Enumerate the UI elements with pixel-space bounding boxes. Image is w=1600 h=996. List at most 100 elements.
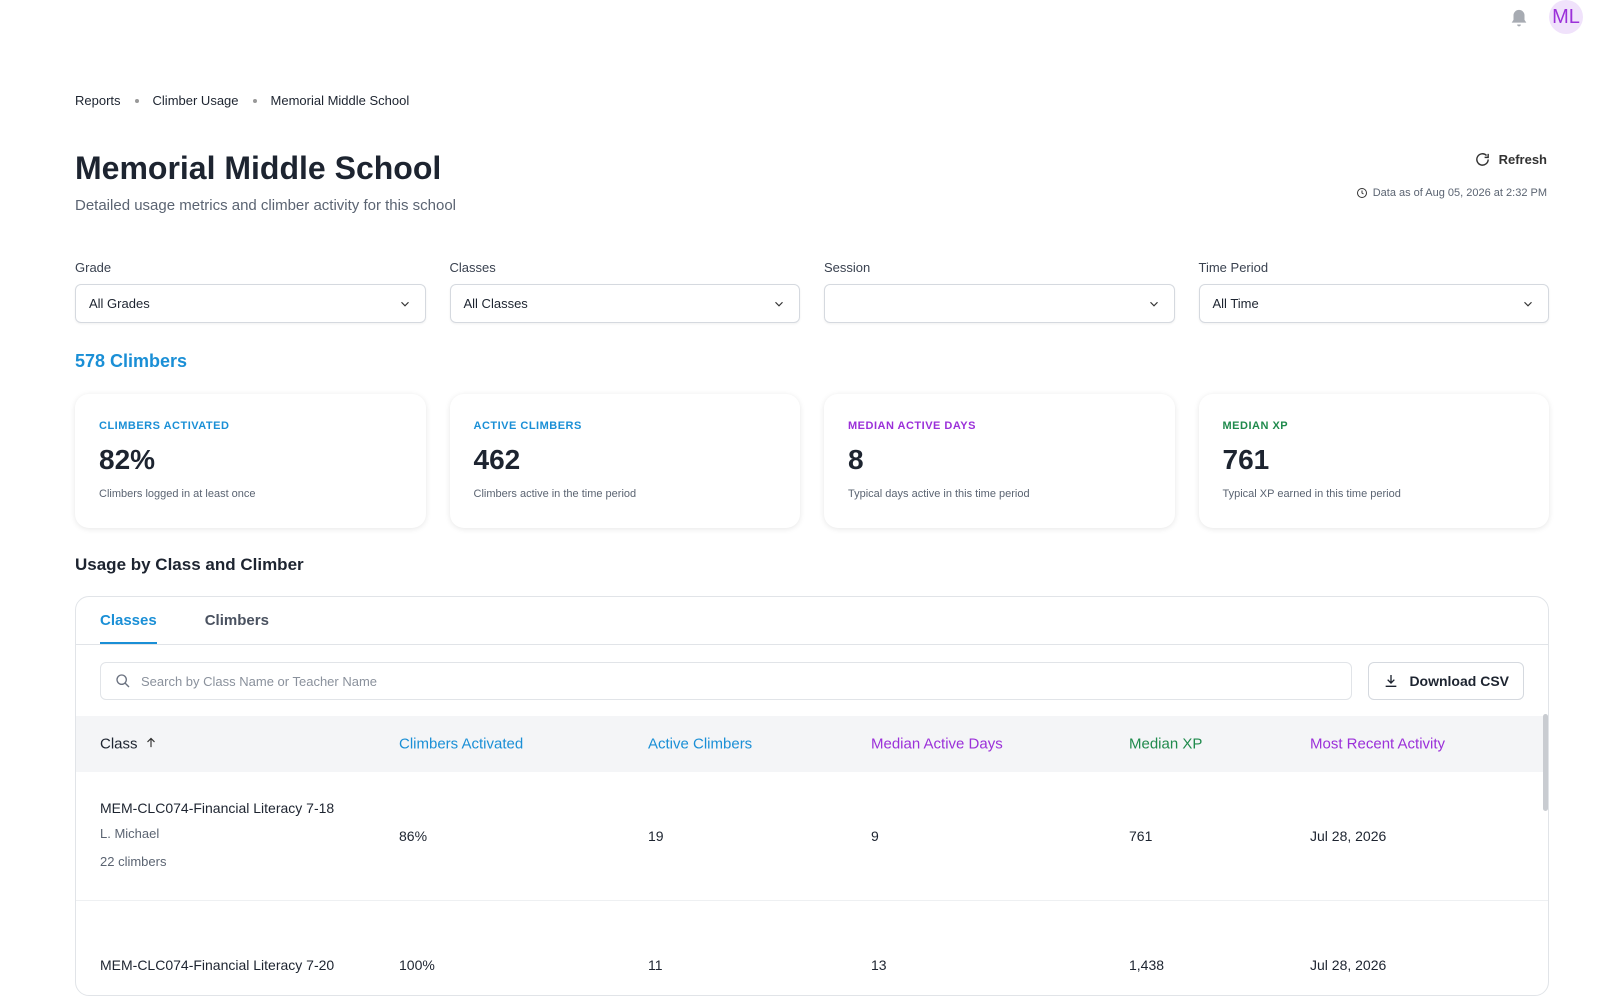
column-title: Most Recent Activity [1310,735,1446,753]
table-cell: 9 [871,828,879,844]
dropdown-value: All Time [1212,296,1259,311]
column-title: Median XP [1129,735,1203,753]
column-header: Active Climbers [648,736,752,753]
download-icon [1386,675,1397,687]
refresh-icon [1475,153,1489,166]
section-title: Usage by Class and Climber [75,555,304,574]
table-row: MEM-CLC074-Financial Literacy 7-18 L. Mic… [76,772,1548,901]
breadcrumb: Reports Climber Usage Memorial Middle Sc… [75,93,409,108]
sort-icon [146,737,155,748]
filters: Grade All Grades Classes All Classes Session… [75,260,1549,323]
filter: Grade All Grades [75,260,426,323]
table: Class Climbers Activated Active Climbers Me… [76,716,1548,995]
column-header: Median XP [1129,736,1202,753]
clock-icon [1356,188,1367,198]
page-subtitle: Detailed usage metrics and climber activ… [75,197,456,214]
stat-value: 8 [848,444,864,475]
refresh-button[interactable]: Refresh [1474,151,1547,168]
download-button[interactable]: Download CSV [1368,662,1524,700]
tab[interactable]: Classes [100,597,157,644]
table-cell: 761 [1129,828,1153,844]
column-header: Most Recent Activity [1310,736,1445,753]
search-input[interactable]: Search by Class Name or Teacher Name [100,662,1353,700]
chevron [1149,301,1158,307]
chevron [400,301,409,307]
stat-card: MEDIAN ACTIVE DAYS 8 Typical days active i… [824,394,1175,528]
stat-label: ACTIVE CLIMBERS [473,420,582,432]
stat-caption: Climbers active in the time period [473,488,637,500]
stat-card: CLIMBERS ACTIVATED 82% Climbers logged in … [75,394,426,528]
table-cell: Jul 28, 2026 [1310,828,1387,844]
stat-label: MEDIAN ACTIVE DAYS [848,420,976,432]
crumb: Memorial Middle School [270,93,410,108]
avatar[interactable]: ML [1549,0,1583,34]
table-row: MEM-CLC074-Financial Literacy 7-20 100% 11… [76,901,1548,995]
dropdown-value: All Grades [89,296,150,311]
filter-label: Session [824,260,871,275]
download-label: Download CSV [1409,673,1509,689]
search-placeholder: Search by Class Name or Teacher Name [141,673,378,689]
stat-value: 462 [473,444,521,475]
column-title: Active Climbers [648,735,753,753]
filter-label: Classes [449,260,496,275]
crumb[interactable]: Reports [75,93,121,108]
climber-count: 578 Climbers [75,351,188,371]
data-timestamp: Data as of Aug 05, 2026 at 2:32 PM [1356,187,1547,199]
table-header: Class Climbers Activated Active Climbers Me… [76,716,1548,772]
dropdown[interactable] [824,284,1175,323]
stat-caption: Typical XP earned in this time period [1222,488,1401,500]
timestamp-text: Data as of Aug 05, 2026 at 2:32 PM [1372,187,1547,199]
column-header: Median Active Days [871,736,1003,753]
stat-value: 82% [99,444,156,475]
search-icon [116,674,130,688]
app: {"header": {"avatar": "ML"}, "breadcrumb… [75,0,1583,996]
column-header[interactable]: Class [100,736,350,753]
filter-label: Grade [75,260,112,275]
stat-label: CLIMBERS ACTIVATED [99,420,230,432]
table-cell: 1,438 [1129,957,1165,973]
stat-value: 761 [1222,444,1270,475]
class-name[interactable]: MEM-CLC074-Financial Literacy 7-20 [100,957,335,973]
scrollbar [1543,714,1548,811]
filter: Classes All Classes [449,260,800,323]
table-cell: Jul 28, 2026 [1310,957,1387,973]
page-title: Memorial Middle School [75,150,442,186]
table-cell: 86% [399,828,428,844]
dropdown[interactable]: All Time [1198,284,1549,323]
table-cell: 19 [648,828,664,844]
filter: Time Period All Time [1198,260,1549,323]
stat-cards: CLIMBERS ACTIVATED 82% Climbers logged in … [75,394,1549,528]
chevron [775,301,783,307]
dropdown[interactable]: All Grades [75,284,426,323]
stat-label: MEDIAN XP [1222,420,1289,432]
stat-card: MEDIAN XP 761 Typical XP earned in this ti… [1199,394,1550,528]
separator [134,98,139,103]
column-title: Class [100,735,138,753]
table-cell: 11 [648,957,663,973]
dropdown[interactable]: All Classes [449,284,800,323]
notifications[interactable] [1508,8,1530,30]
tabs: Classes Climbers [76,597,1548,645]
class-cell: MEM-CLC074-Financial Literacy 7-18 L. Mic… [100,796,350,876]
toolbar: Search by Class Name or Teacher Name Dow… [76,645,1548,716]
dropdown-value: All Classes [463,296,528,311]
chevron [1524,301,1532,307]
stat-card: ACTIVE CLIMBERS 462 Climbers active in the… [450,394,801,528]
teacher-name: L. Michael [100,826,160,841]
stat-caption: Climbers logged in at least once [99,488,256,500]
class-cell: MEM-CLC074-Financial Literacy 7-20 [100,953,350,977]
tab[interactable]: Climbers [204,612,269,629]
refresh-label: Refresh [1498,152,1547,167]
table-cell: 100% [399,957,435,973]
filter: Session [824,260,1175,323]
stat-caption: Typical days active in this time period [848,488,1030,500]
climber-count: 22 climbers [100,854,167,869]
column-title: Climbers Activated [399,735,524,753]
table-cell: 13 [871,957,887,973]
filter-label: Time Period [1198,260,1269,275]
column-title: Median Active Days [871,735,1003,753]
usage-table-panel: Classes Climbers Search by Class Name or… [75,596,1549,996]
class-name[interactable]: MEM-CLC074-Financial Literacy 7-18 [100,800,335,816]
separator [252,98,257,103]
crumb[interactable]: Climber Usage [152,93,239,108]
